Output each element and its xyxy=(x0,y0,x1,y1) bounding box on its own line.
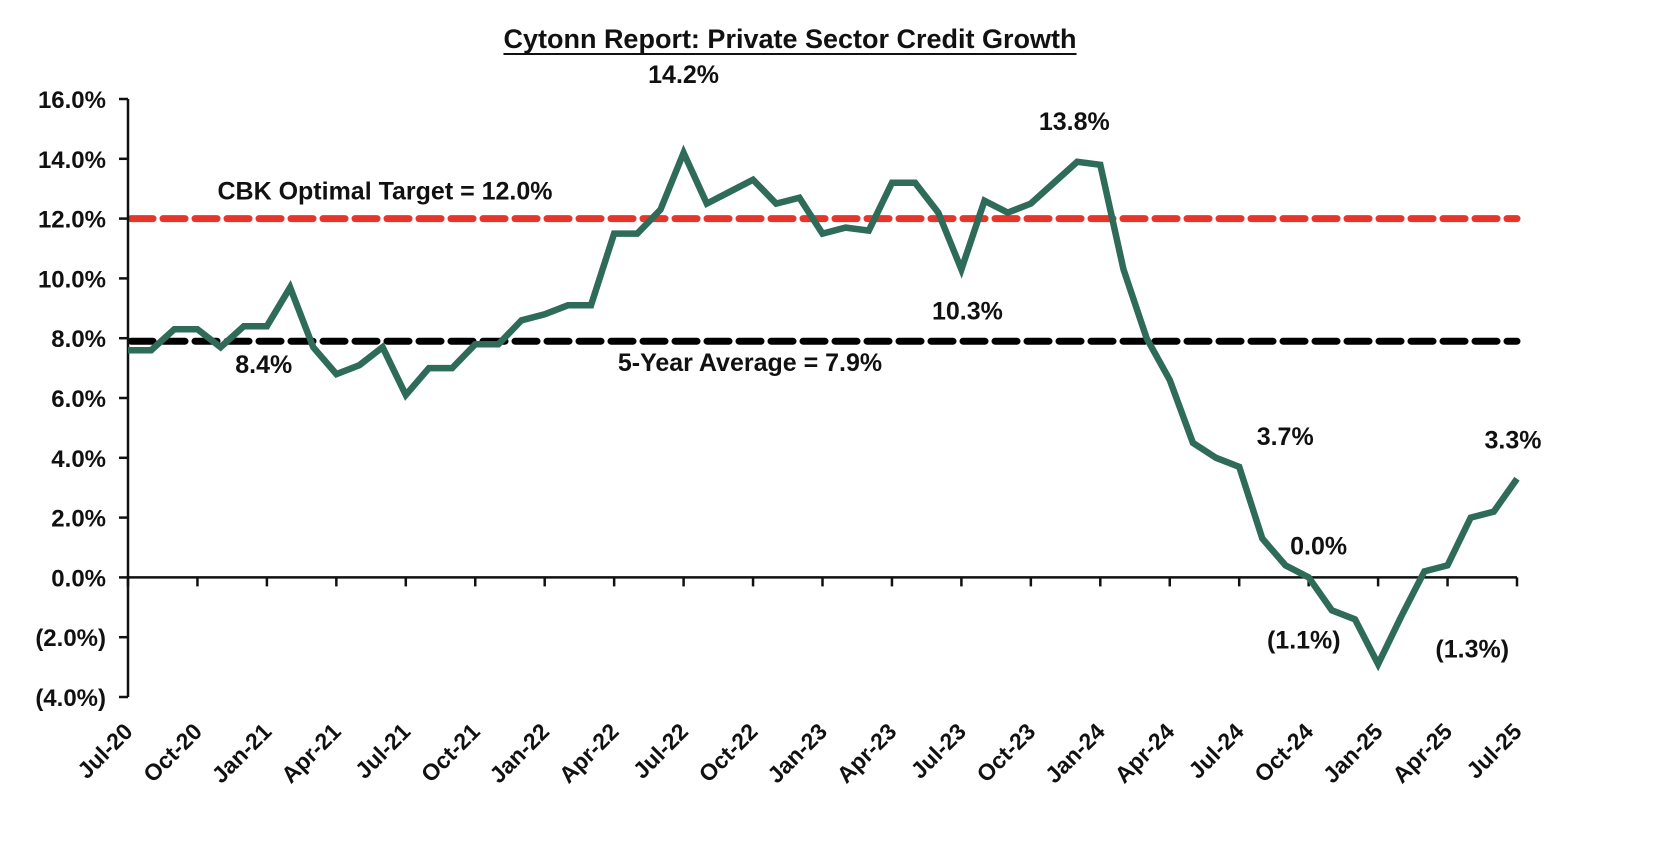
data-label: 8.4% xyxy=(235,351,292,379)
data-label: (1.3%) xyxy=(1435,635,1509,663)
data-label: 0.0% xyxy=(1290,532,1347,560)
x-tick-label: Apr-22 xyxy=(554,718,624,788)
cbk-target-label: CBK Optimal Target = 12.0% xyxy=(217,178,552,206)
five-year-average-label: 5-Year Average = 7.9% xyxy=(618,349,882,377)
data-label: 10.3% xyxy=(932,297,1003,325)
x-tick-label: Jul-21 xyxy=(350,718,416,784)
x-tick-label: Jul-24 xyxy=(1183,718,1249,784)
x-tick-label: Apr-21 xyxy=(276,718,346,788)
data-label: 3.3% xyxy=(1485,427,1542,455)
y-tick-label: 16.0% xyxy=(38,87,106,114)
x-tick-label: Jul-20 xyxy=(72,718,137,783)
y-tick-label: 4.0% xyxy=(51,446,106,473)
x-tick-label: Jul-22 xyxy=(628,718,693,783)
x-tick-label: Apr-24 xyxy=(1109,718,1179,788)
y-tick-label: 10.0% xyxy=(38,266,106,293)
x-tick-label: Jan-25 xyxy=(1318,718,1388,788)
x-tick-label: Oct-23 xyxy=(971,718,1040,787)
data-label: (1.1%) xyxy=(1267,626,1341,654)
y-tick-label: 0.0% xyxy=(51,565,106,592)
x-tick-label: Oct-22 xyxy=(694,718,763,787)
x-tick-label: Oct-21 xyxy=(416,718,485,787)
y-tick-label: 12.0% xyxy=(38,207,106,234)
x-tick-label: Oct-20 xyxy=(138,718,207,787)
y-tick-label: 14.0% xyxy=(38,147,106,174)
x-tick-label: Jul-25 xyxy=(1461,718,1527,784)
x-tick-label: Jul-23 xyxy=(906,718,971,783)
data-label: 3.7% xyxy=(1257,423,1314,451)
x-tick-label: Apr-23 xyxy=(832,718,902,788)
series xyxy=(127,144,1520,672)
data-label: 13.8% xyxy=(1039,108,1110,136)
y-tick-label: (4.0%) xyxy=(35,685,106,712)
y-tick-label: (2.0%) xyxy=(35,625,106,652)
x-tick-label: Jan-24 xyxy=(1040,718,1110,788)
chart-title: Cytonn Report: Private Sector Credit Gro… xyxy=(503,24,1076,54)
x-tick-label: Apr-25 xyxy=(1387,718,1457,788)
x-tick-label: Jan-22 xyxy=(484,718,554,788)
y-tick-label: 2.0% xyxy=(51,506,106,533)
x-tick-label: Oct-24 xyxy=(1249,718,1318,787)
data-labels: 8.4% 14.2% 10.3% 13.8% 3.7% 0.0% (1.1%) (1.3%) 3… xyxy=(235,61,1541,663)
y-tick-label: 8.0% xyxy=(51,326,106,353)
series-line xyxy=(128,144,1520,672)
x-tick-label: Jan-23 xyxy=(762,718,832,788)
y-tick-label: 6.0% xyxy=(51,386,106,413)
reference-lines: CBK Optimal Target = 12.0% 5-Year Average… xyxy=(127,178,1521,377)
data-label: 14.2% xyxy=(648,61,719,89)
chart-title-group: Cytonn Report: Private Sector Credit Gro… xyxy=(503,24,1077,55)
x-tick-label: Jan-21 xyxy=(207,718,277,788)
